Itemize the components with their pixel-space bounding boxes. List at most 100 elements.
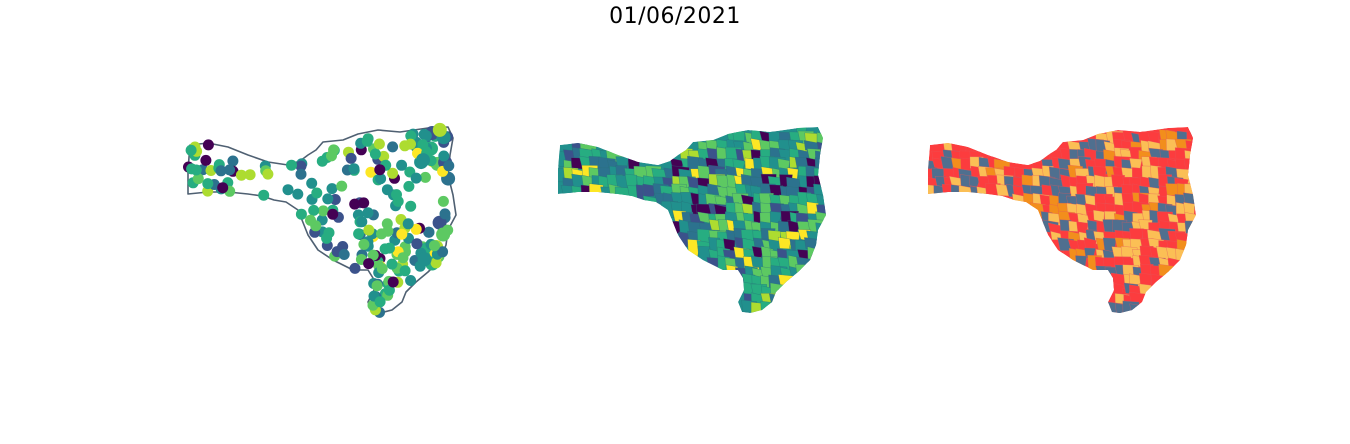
municipality-dot — [308, 204, 320, 216]
municipality-dot — [405, 138, 416, 150]
municipality-dot — [217, 182, 229, 194]
municipality-dot — [362, 133, 374, 145]
municipality-dot — [417, 139, 429, 151]
municipality-dot — [295, 208, 307, 220]
municipality-dot — [345, 152, 357, 164]
municipality-dot — [282, 184, 294, 196]
municipality-region — [642, 195, 658, 211]
municipality-region — [760, 300, 775, 313]
municipality-dot — [396, 228, 408, 240]
municipality-dot — [437, 246, 449, 258]
municipality-dot — [376, 263, 388, 275]
municipality-dot — [436, 227, 451, 242]
map-choropleth-panel — [548, 110, 848, 330]
municipality-dot — [306, 177, 318, 189]
municipality-region — [1158, 264, 1177, 277]
municipality-dot — [437, 195, 449, 207]
municipality-dot — [311, 187, 323, 199]
municipality-dot — [356, 216, 368, 228]
municipality-region — [778, 237, 792, 250]
municipality-dot — [215, 165, 227, 177]
municipality-region — [642, 183, 656, 197]
municipality-region — [769, 293, 782, 309]
map-points-panel — [178, 110, 478, 330]
municipality-region — [807, 246, 820, 264]
municipality-dot — [295, 168, 307, 180]
municipality-dot — [292, 188, 304, 200]
municipality-region — [795, 264, 814, 276]
municipality-region — [1147, 130, 1160, 143]
municipality-dot — [387, 141, 399, 153]
municipality-dot — [244, 169, 256, 181]
municipality-dot — [383, 284, 395, 296]
municipality-dot — [224, 164, 236, 176]
municipality-dot — [362, 207, 374, 219]
municipality-dot — [420, 130, 432, 142]
municipality-dot — [411, 238, 423, 250]
municipality-dot — [397, 252, 409, 264]
municipality-region — [1150, 273, 1169, 291]
municipality-dot — [419, 171, 431, 183]
municipality-dot — [374, 164, 386, 176]
municipality-dot — [305, 214, 316, 226]
municipality-dot — [387, 167, 399, 179]
municipality-dot — [295, 160, 307, 172]
municipality-regions — [558, 127, 826, 313]
municipality-dot — [286, 159, 297, 171]
municipality-dot — [378, 150, 390, 162]
municipality-region — [725, 264, 739, 281]
municipality-dot — [416, 153, 430, 168]
municipality-dot — [391, 189, 402, 201]
municipality-dot — [317, 205, 329, 217]
municipality-region — [1075, 255, 1087, 273]
municipality-dot — [365, 166, 377, 178]
municipality-dot — [387, 276, 399, 288]
map-classes-panel — [918, 110, 1218, 330]
municipality-dot — [375, 173, 387, 185]
municipality-dot — [353, 228, 365, 240]
municipality-dot — [384, 242, 395, 254]
municipality-dot — [200, 154, 212, 166]
municipality-dot — [423, 226, 435, 238]
municipality-dot — [369, 148, 381, 160]
municipality-dot — [410, 223, 422, 235]
municipality-dot — [321, 232, 333, 244]
municipality-dot — [349, 198, 361, 210]
municipality-dot — [429, 240, 440, 252]
map-choropleth — [558, 127, 826, 313]
municipality-dot — [405, 130, 417, 142]
municipality-dot — [348, 163, 360, 175]
municipality-dot — [326, 150, 337, 162]
municipality-region — [1103, 149, 1116, 161]
municipality-dot — [363, 258, 375, 270]
municipality-dot — [202, 139, 214, 151]
page-title: 01/06/2021 — [609, 4, 741, 29]
municipality-dot — [403, 180, 415, 192]
municipality-dot — [439, 208, 451, 220]
municipality-dot — [386, 258, 398, 270]
municipality-dot — [363, 224, 375, 236]
municipality-dot — [443, 160, 455, 172]
municipality-dot — [373, 138, 385, 150]
municipality-dot — [405, 200, 417, 212]
municipality-dot — [258, 189, 270, 201]
municipality-dot — [410, 172, 422, 184]
municipality-dot — [367, 249, 379, 261]
municipality-dot — [185, 144, 197, 156]
municipality-dot — [192, 173, 204, 185]
municipality-dot — [438, 150, 450, 162]
municipality-region — [1129, 303, 1145, 313]
municipality-dots — [183, 122, 456, 318]
municipality-regions — [928, 127, 1196, 313]
municipality-dot — [349, 262, 361, 274]
municipality-dot — [336, 180, 348, 192]
municipality-dot — [382, 225, 394, 237]
municipality-dot — [432, 215, 447, 230]
municipality-dot — [371, 280, 383, 292]
municipality-dot — [430, 257, 442, 269]
municipality-dot — [190, 164, 202, 176]
map-points — [183, 122, 457, 318]
municipality-dot — [417, 252, 432, 267]
municipality-dot — [358, 197, 370, 209]
municipality-dot — [235, 169, 247, 181]
